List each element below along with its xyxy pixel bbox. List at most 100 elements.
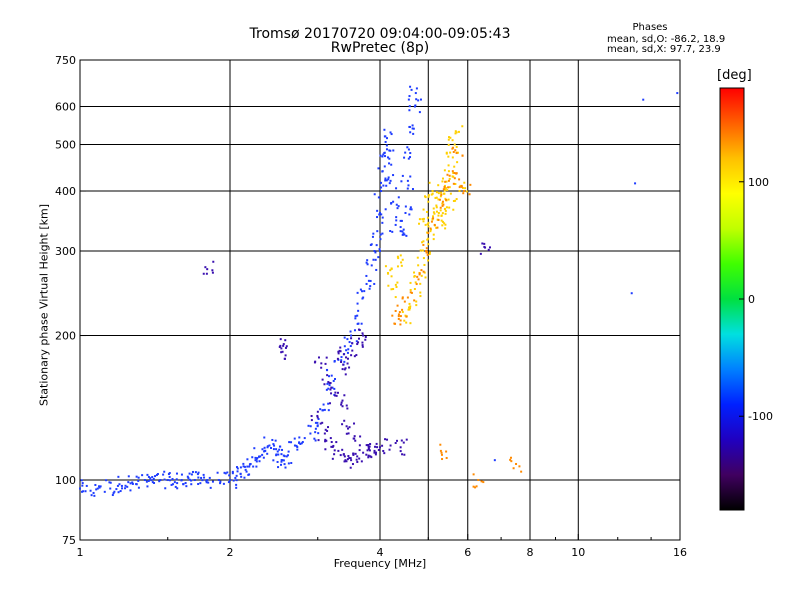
data-point — [228, 474, 231, 477]
data-point — [396, 207, 399, 210]
data-point — [348, 457, 351, 460]
data-point — [493, 459, 496, 462]
data-point — [147, 475, 150, 478]
data-point — [401, 233, 404, 236]
phase-stats-x-mode: mean, sd,X: 97.7, 23.9 — [607, 44, 721, 55]
data-point — [394, 309, 397, 312]
data-point — [403, 156, 406, 159]
data-point — [344, 459, 347, 462]
data-point — [280, 347, 283, 350]
data-point — [409, 288, 412, 291]
data-point — [278, 445, 281, 448]
data-point — [442, 188, 445, 191]
data-point — [385, 137, 388, 140]
y-tick-label: 600 — [55, 101, 76, 114]
data-point — [389, 131, 392, 134]
data-point — [153, 481, 156, 484]
data-point — [395, 439, 398, 442]
data-point — [419, 291, 422, 294]
data-point — [199, 482, 202, 485]
data-point — [374, 258, 377, 261]
data-point — [403, 453, 406, 456]
data-point — [407, 148, 410, 151]
data-point — [402, 228, 405, 231]
data-point — [463, 181, 466, 184]
data-point — [386, 156, 389, 159]
data-point — [328, 375, 331, 378]
data-point — [390, 133, 393, 136]
data-point — [374, 445, 377, 448]
data-point — [449, 136, 452, 139]
data-point — [438, 198, 441, 201]
data-point — [176, 487, 179, 490]
data-point — [343, 394, 346, 397]
data-point — [464, 187, 467, 190]
data-point — [415, 304, 418, 307]
data-point — [155, 473, 158, 476]
data-point — [400, 261, 403, 264]
data-point — [446, 173, 449, 176]
data-point — [116, 484, 119, 487]
data-point — [81, 490, 84, 493]
data-point — [309, 432, 312, 435]
data-point — [412, 127, 415, 130]
data-point — [268, 444, 271, 447]
data-point — [400, 264, 403, 267]
data-point — [404, 205, 407, 208]
data-point — [131, 481, 134, 484]
data-point — [403, 319, 406, 322]
data-point — [385, 179, 388, 182]
data-point — [431, 190, 434, 193]
data-point — [339, 350, 342, 353]
data-point — [399, 446, 402, 449]
data-point — [206, 268, 209, 271]
data-point — [341, 448, 344, 451]
data-point — [483, 242, 486, 245]
data-point — [243, 476, 246, 479]
data-point — [188, 472, 191, 475]
data-point — [403, 233, 406, 236]
data-point — [454, 199, 457, 202]
data-point — [365, 261, 368, 264]
data-point — [363, 290, 366, 293]
data-point — [369, 455, 372, 458]
data-point — [441, 177, 444, 180]
data-point — [314, 439, 317, 442]
data-point — [443, 192, 446, 195]
data-point — [147, 479, 150, 482]
data-point — [447, 164, 450, 167]
data-point — [333, 387, 336, 390]
data-point — [127, 475, 130, 478]
data-point — [320, 362, 323, 365]
data-point — [447, 138, 450, 141]
data-point — [357, 341, 360, 344]
data-point — [444, 212, 447, 215]
data-point — [394, 223, 397, 226]
data-point — [405, 234, 408, 237]
data-point — [146, 473, 149, 476]
data-point — [285, 345, 288, 348]
data-point — [441, 202, 444, 205]
data-point — [207, 481, 210, 484]
data-point — [380, 190, 383, 193]
data-point — [416, 256, 419, 259]
data-point — [417, 264, 420, 267]
data-point — [98, 485, 101, 488]
data-point — [286, 454, 289, 457]
data-point — [380, 186, 383, 189]
data-point — [271, 438, 274, 441]
data-point — [372, 258, 375, 261]
x-tick-label: 4 — [377, 546, 384, 559]
data-point — [381, 232, 384, 235]
data-point — [340, 401, 343, 404]
data-point — [427, 237, 430, 240]
data-point — [264, 449, 267, 452]
data-point — [327, 387, 330, 390]
data-point — [387, 176, 390, 179]
data-point — [326, 374, 329, 377]
data-point — [370, 264, 373, 267]
data-point — [426, 211, 429, 214]
data-point — [203, 476, 206, 479]
data-point — [313, 361, 316, 364]
